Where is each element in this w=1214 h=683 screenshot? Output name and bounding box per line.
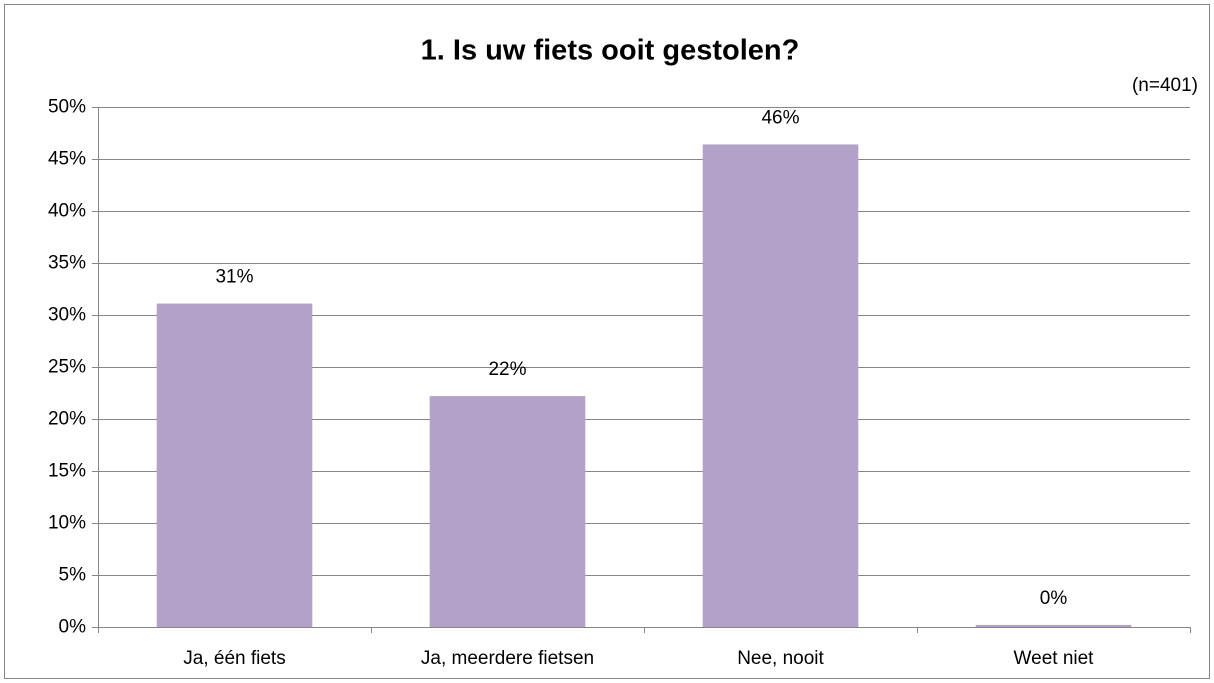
y-tick-label: 15% — [48, 461, 86, 482]
bar — [975, 624, 1132, 627]
y-tick-label: 35% — [48, 253, 86, 274]
x-tick-label: Weet niet — [1014, 648, 1095, 669]
chart-title: 1. Is uw fiets ooit gestolen? — [421, 35, 800, 67]
x-tick-label: Ja, één fiets — [183, 648, 285, 669]
y-tick-label: 25% — [48, 357, 86, 378]
value-label: 0% — [1040, 588, 1068, 609]
x-tick-label: Nee, nooit — [737, 648, 824, 669]
y-tick-label: 45% — [48, 149, 86, 170]
y-tick-label: 30% — [48, 305, 86, 326]
y-tick-label: 50% — [48, 97, 86, 118]
y-tick-label: 0% — [59, 617, 87, 638]
value-label: 22% — [488, 359, 526, 380]
bar — [156, 303, 313, 627]
y-tick-label: 10% — [48, 513, 86, 534]
bar — [429, 396, 586, 627]
y-tick-label: 5% — [59, 565, 87, 586]
bar — [702, 144, 859, 627]
x-tick-label: Ja, meerdere fietsen — [421, 648, 594, 669]
value-label: 46% — [761, 107, 799, 128]
value-label: 31% — [215, 267, 253, 288]
chart-subtitle: (n=401) — [1132, 75, 1198, 96]
y-tick-label: 20% — [48, 409, 86, 430]
y-tick-label: 40% — [48, 201, 86, 222]
